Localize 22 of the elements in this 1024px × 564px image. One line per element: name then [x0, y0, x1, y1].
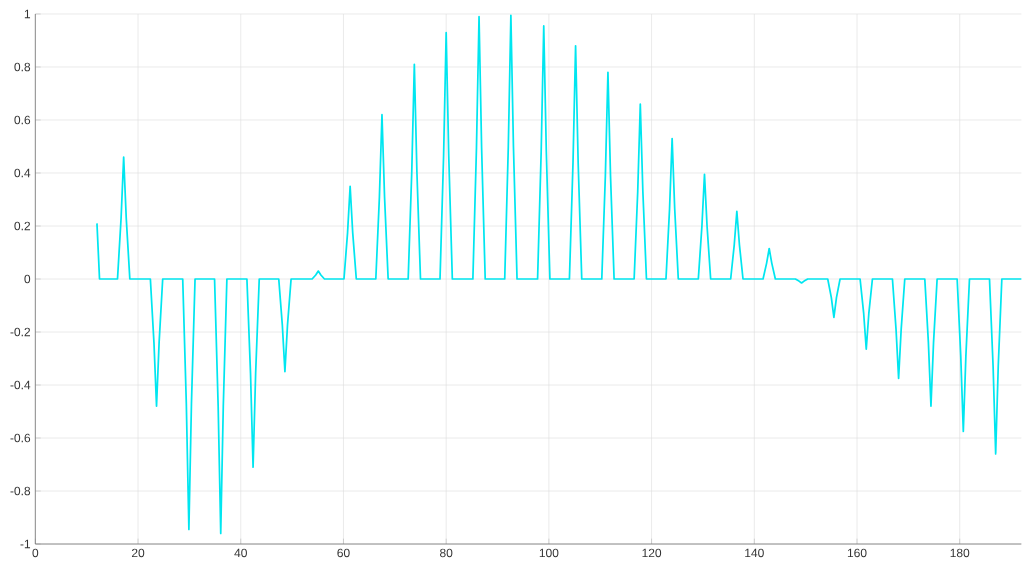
x-tick-label: 100 — [539, 548, 559, 558]
y-tick-label: -0.8 — [10, 486, 31, 496]
x-tick-label: 40 — [234, 548, 247, 558]
x-tick-label: 180 — [950, 548, 970, 558]
x-tick-label: 80 — [440, 548, 453, 558]
x-tick-label: 120 — [642, 548, 662, 558]
line-series — [96, 14, 1023, 535]
x-tick-label: 20 — [131, 548, 145, 558]
y-tick-label: 0 — [24, 274, 31, 284]
y-tick-label: 1 — [24, 9, 31, 19]
x-tick-label: 60 — [337, 548, 350, 558]
x-tick-label: 160 — [847, 548, 867, 558]
x-tick-label: 140 — [745, 548, 764, 558]
y-tick-label: 0.2 — [14, 221, 31, 231]
x-tick-label: 0 — [32, 548, 39, 558]
y-tick-label: -1 — [20, 539, 31, 549]
y-tick-label: -0.2 — [10, 327, 31, 337]
y-tick-label: -0.4 — [10, 380, 31, 390]
y-tick-label: 0.8 — [14, 62, 31, 72]
y-tick-label: 0.4 — [14, 168, 31, 178]
y-tick-label: -0.6 — [10, 433, 31, 443]
y-tick-label: 0.6 — [14, 115, 31, 125]
